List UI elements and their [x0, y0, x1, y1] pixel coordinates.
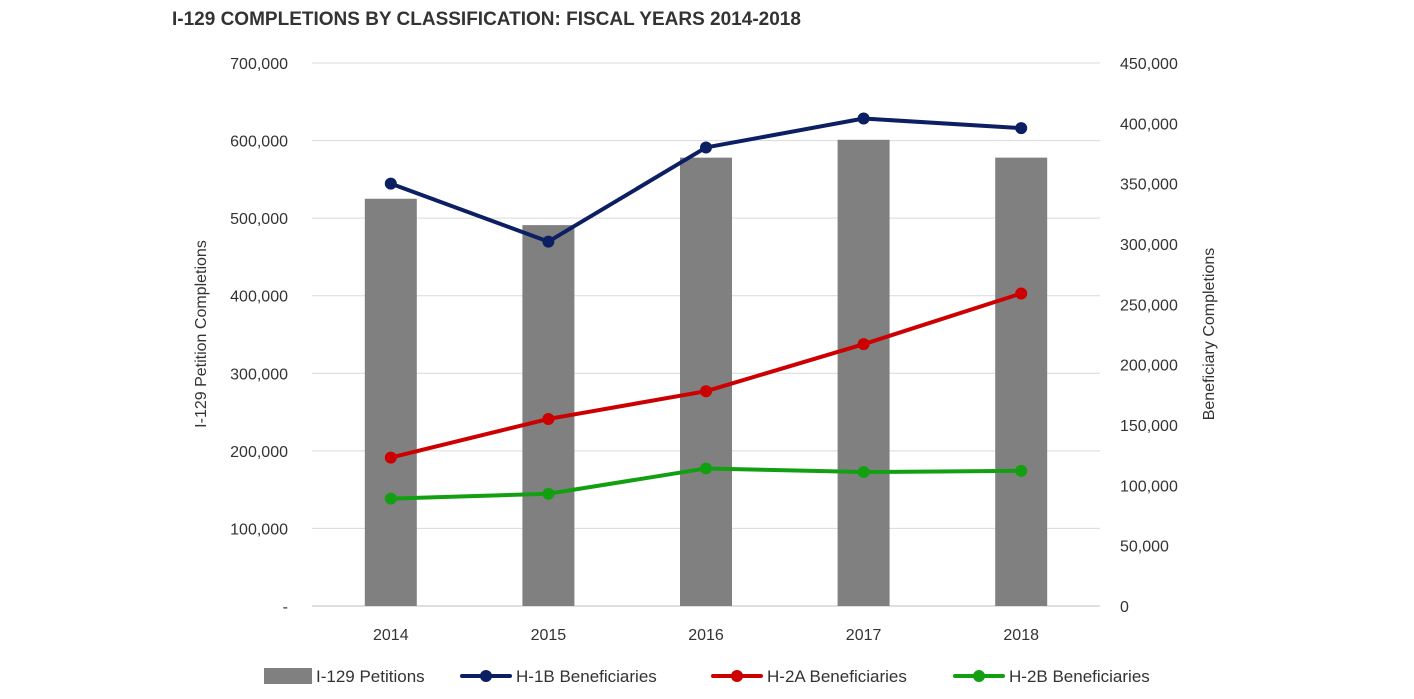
right-axis-ticks: 0 50,000 100,000 150,000 200,000 250,000 300,0…	[1120, 56, 1178, 616]
left-axis-ticks: - 100,000 200,000 300,000 400,000 500,000 600,…	[230, 56, 288, 616]
legend-item-h-2a-beneficiaries: H-2A Beneficiaries	[711, 667, 907, 686]
x-axis-ticks: 2014 2015 2016 2017 2018	[373, 627, 1039, 644]
bar-2017	[837, 139, 890, 606]
right-tick-label: 200,000	[1120, 358, 1178, 375]
legend-label: H-2A Beneficiaries	[767, 667, 907, 686]
right-tick-label: 400,000	[1120, 116, 1178, 133]
h-1b-beneficiaries-point	[700, 141, 712, 154]
legend-swatch-marker	[973, 670, 985, 682]
h-1b-beneficiaries-point	[857, 112, 870, 125]
bar-2016	[680, 157, 732, 606]
legend-swatch	[264, 668, 312, 684]
right-axis-title: Beneficiary Completions	[1201, 248, 1218, 421]
h-2b-beneficiaries-point	[1015, 464, 1028, 477]
left-tick-label: 300,000	[230, 366, 288, 383]
legend-label: H-1B Beneficiaries	[516, 667, 657, 686]
left-tick-label: 100,000	[230, 521, 288, 538]
h-2b-beneficiaries-point	[857, 466, 870, 479]
h-2a-beneficiaries-point	[857, 338, 870, 351]
right-tick-label: 350,000	[1120, 177, 1178, 194]
h-1b-beneficiaries-point	[542, 235, 555, 248]
x-tick-label: 2014	[373, 627, 409, 644]
x-tick-label: 2017	[846, 627, 882, 644]
legend-item-h-2b-beneficiaries: H-2B Beneficiaries	[953, 667, 1150, 686]
h-2b-beneficiaries-point	[542, 487, 555, 500]
legend-label: H-2B Beneficiaries	[1009, 667, 1150, 686]
right-tick-label: 0	[1120, 599, 1129, 616]
right-tick-label: 450,000	[1120, 56, 1178, 73]
right-tick-label: 50,000	[1120, 539, 1169, 556]
bar-2018	[995, 157, 1048, 606]
left-tick-label: -	[283, 599, 288, 616]
right-tick-label: 300,000	[1120, 237, 1178, 254]
x-tick-label: 2015	[531, 627, 567, 644]
chart-title: I-129 COMPLETIONS BY CLASSIFICATION: FIS…	[172, 9, 801, 30]
legend-swatch-marker	[731, 670, 743, 682]
left-tick-label: 700,000	[230, 56, 288, 73]
line-series	[384, 112, 1028, 505]
right-tick-label: 100,000	[1120, 478, 1178, 495]
left-tick-label: 200,000	[230, 444, 288, 461]
h-2b-beneficiaries-point	[384, 492, 397, 505]
legend-label: I-129 Petitions	[316, 667, 425, 686]
h-1b-beneficiaries-point	[384, 177, 397, 190]
h-2b-beneficiaries-point	[700, 462, 712, 475]
h-2a-beneficiaries-point	[1015, 287, 1028, 300]
h-2a-beneficiaries-point	[700, 385, 712, 398]
x-tick-label: 2018	[1003, 627, 1039, 644]
h-2a-beneficiaries-point	[542, 412, 555, 425]
h-1b-beneficiaries-point	[1015, 122, 1028, 135]
legend-item-h-1b-beneficiaries: H-1B Beneficiaries	[460, 667, 657, 686]
legend: I-129 Petitions H-1B Beneficiaries H-2A Be…	[264, 667, 1150, 686]
right-tick-label: 150,000	[1120, 418, 1178, 435]
legend-swatch-marker	[480, 670, 492, 682]
x-tick-label: 2016	[688, 627, 724, 644]
legend-item-i-129-petitions: I-129 Petitions	[264, 667, 425, 686]
left-axis-title: I-129 Petition Completions	[193, 240, 210, 428]
left-tick-label: 400,000	[230, 289, 288, 306]
h-2a-beneficiaries-point	[384, 451, 397, 464]
left-tick-label: 600,000	[230, 134, 288, 151]
right-tick-label: 250,000	[1120, 297, 1178, 314]
left-tick-label: 500,000	[230, 211, 288, 228]
bar-2014	[364, 198, 417, 606]
